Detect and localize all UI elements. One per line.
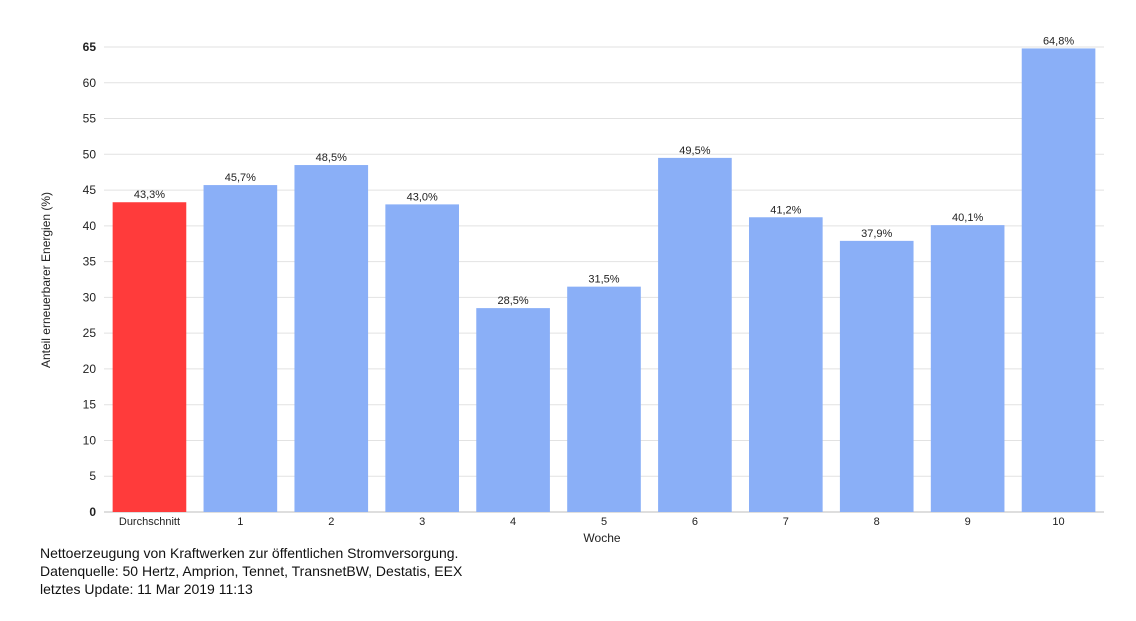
x-axis-ticks: Durchschnitt 1 2 3 4 5 6 7 8 9 10 (119, 516, 1065, 528)
y-tick-label: 20 (83, 362, 97, 376)
data-label: 37,9% (861, 228, 892, 240)
data-label: 64,8% (1043, 35, 1074, 47)
y-tick-label: 0 (89, 505, 96, 519)
bar-woche-5 (567, 286, 641, 512)
data-labels: 43,3% 45,7% 48,5% 43,0% 28,5% 31,5% 49,5% 41,2%… (134, 35, 1075, 307)
x-tick-label: 5 (601, 516, 607, 528)
y-tick-label: 10 (83, 433, 97, 447)
bar-woche-3 (385, 204, 459, 512)
x-tick-label: 10 (1052, 516, 1064, 528)
y-tick-label: 65 (83, 40, 97, 54)
data-label: 40,1% (952, 212, 983, 224)
y-axis-ticks: 0 5 10 15 20 25 30 35 40 45 50 55 60 65 (83, 40, 97, 519)
bar-woche-1 (203, 185, 278, 513)
bar-woche-7 (749, 217, 823, 512)
bar-woche-6 (658, 157, 732, 512)
y-tick-label: 25 (83, 326, 97, 340)
caption-line-update: letztes Update: 11 Mar 2019 11:13 (40, 581, 253, 597)
bar-woche-8 (839, 240, 914, 512)
x-tick-label: Durchschnitt (119, 516, 180, 528)
bar-woche-9 (930, 225, 1005, 512)
data-label: 31,5% (588, 274, 619, 286)
caption-line-description: Nettoerzeugung von Kraftwerken zur öffen… (40, 545, 459, 561)
data-label: 43,3% (134, 189, 165, 201)
x-tick-label: 8 (874, 516, 880, 528)
data-label: 41,2% (770, 204, 801, 216)
bar-woche-2 (294, 165, 369, 513)
y-tick-label: 55 (83, 112, 97, 126)
x-tick-label: 3 (419, 516, 425, 528)
data-label: 28,5% (497, 295, 528, 307)
x-tick-label: 6 (692, 516, 698, 528)
data-label: 45,7% (225, 172, 256, 184)
x-tick-label: 7 (783, 516, 789, 528)
y-tick-label: 45 (83, 183, 97, 197)
data-label: 48,5% (316, 152, 347, 164)
bars (112, 48, 1096, 513)
y-tick-label: 5 (89, 469, 96, 483)
bar-woche-10 (1021, 48, 1096, 512)
bar-woche-4 (476, 308, 550, 512)
x-tick-label: 2 (328, 516, 334, 528)
bar-durchschnitt (112, 202, 187, 512)
chart-caption: Nettoerzeugung von Kraftwerken zur öffen… (40, 544, 462, 598)
data-label: 49,5% (679, 145, 710, 157)
y-tick-label: 30 (83, 290, 97, 304)
y-tick-label: 40 (83, 219, 97, 233)
y-tick-label: 35 (83, 255, 97, 269)
x-tick-label: 4 (510, 516, 516, 528)
caption-line-source: Datenquelle: 50 Hertz, Amprion, Tennet, … (40, 563, 463, 579)
x-tick-label: 1 (237, 516, 243, 528)
chart-container: 0 5 10 15 20 25 30 35 40 45 50 55 60 65 Durchschnitt 1… (39, 35, 1104, 545)
x-tick-label: 9 (965, 516, 971, 528)
x-axis-title: Woche (583, 531, 620, 545)
y-tick-label: 50 (83, 147, 97, 161)
y-tick-label: 60 (83, 76, 97, 90)
data-label: 43,0% (407, 191, 438, 203)
y-axis-title: Anteil erneuerbarer Energien (%) (39, 192, 53, 368)
y-tick-label: 15 (83, 398, 97, 412)
